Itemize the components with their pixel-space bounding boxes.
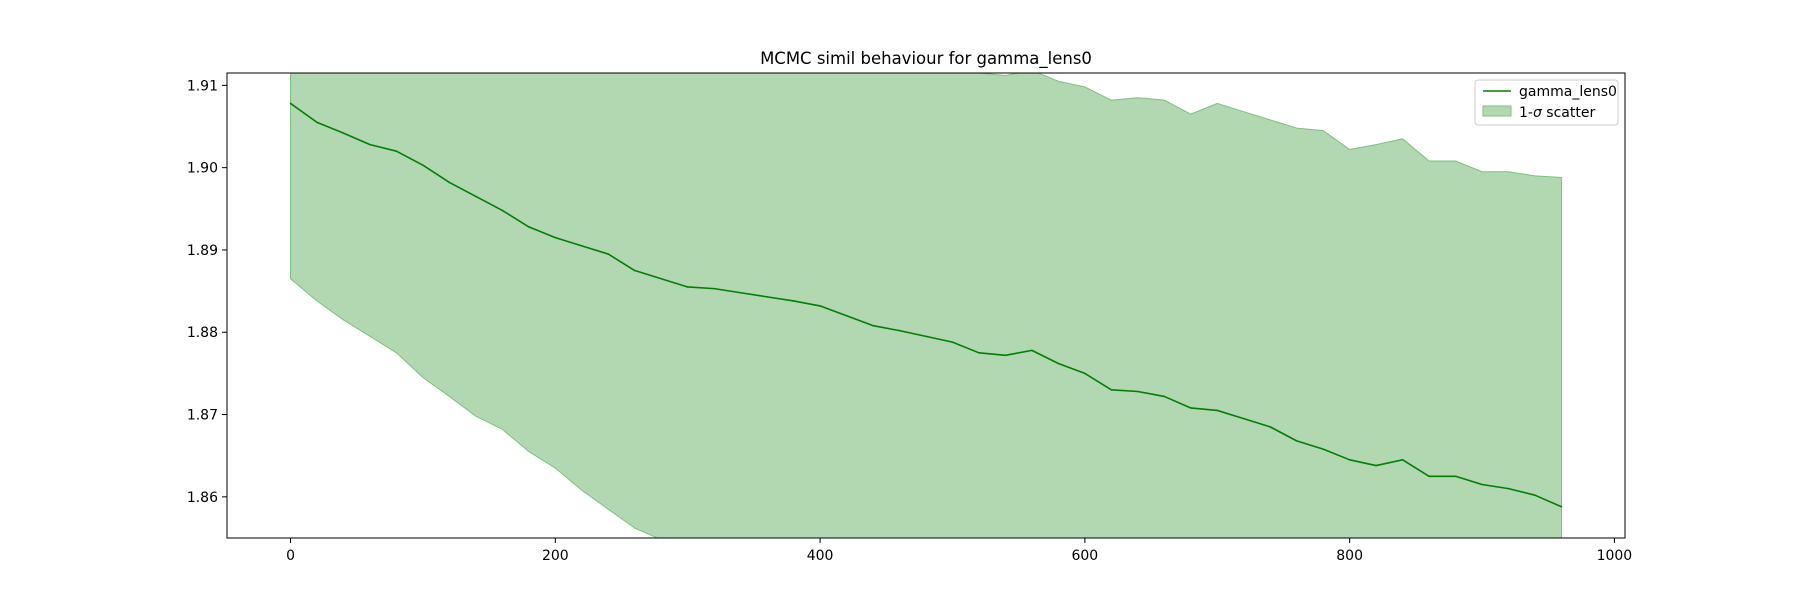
legend-label-prefix: 1-: [1519, 105, 1533, 121]
y-axis: 1.86 1.87 1.88 1.89 1.90 1.91: [187, 78, 227, 506]
data-point: [1084, 372, 1086, 375]
data-point: [1163, 395, 1166, 398]
data-point: [792, 300, 795, 302]
data-point: [1560, 505, 1563, 508]
legend-band-swatch: [1482, 105, 1512, 117]
y-tick-label: 1.87: [187, 408, 218, 424]
data-point: [395, 150, 398, 152]
legend-label-suffix: scatter: [1542, 105, 1596, 121]
plot-frame: [226, 72, 1626, 539]
scatter-band: [290, 73, 1562, 538]
legend-label-gamma-lens0: gamma_lens0: [1519, 84, 1617, 100]
data-point: [1454, 475, 1457, 478]
data-point: [1269, 426, 1271, 428]
data-point: [289, 102, 292, 105]
data-point: [581, 245, 583, 247]
chart-title: MCMC simil behaviour for gamma_lens0: [760, 49, 1092, 69]
data-point: [1507, 487, 1510, 490]
data-point: [369, 143, 371, 146]
data-point: [1031, 349, 1033, 352]
data-point: [1216, 409, 1219, 412]
data-point: [1375, 464, 1377, 467]
chart-legend: gamma_lens0 1-σ scatter: [1474, 79, 1619, 126]
data-point: [872, 324, 874, 327]
x-tick-label: 600: [1071, 548, 1098, 564]
data-point: [1295, 440, 1298, 442]
data-point: [1004, 354, 1007, 357]
data-point: [845, 314, 848, 317]
legend-label-sigma: σ: [1533, 105, 1543, 121]
data-point: [633, 269, 636, 272]
data-point: [713, 287, 715, 290]
data-point: [1137, 390, 1139, 393]
data-point: [422, 164, 424, 166]
data-point: [1322, 448, 1324, 450]
data-point: [819, 305, 821, 307]
data-point: [475, 195, 477, 198]
x-tick-label: 400: [807, 548, 834, 564]
x-tick-label: 1000: [1597, 548, 1633, 564]
data-point: [316, 121, 318, 124]
x-tick-label: 0: [286, 548, 295, 564]
data-point: [1189, 407, 1192, 409]
data-point: [1401, 459, 1404, 461]
data-point: [951, 341, 954, 343]
data-point: [1534, 494, 1536, 497]
data-point: [342, 132, 345, 134]
x-axis: 0 200 400 600 800 1000: [286, 538, 1632, 564]
y-tick-label: 1.91: [187, 78, 218, 94]
data-point: [501, 209, 504, 212]
data-point: [554, 236, 557, 239]
legend-label-scatter: 1-σ scatter: [1519, 105, 1595, 121]
data-point: [1428, 475, 1430, 478]
y-tick-label: 1.86: [187, 490, 218, 506]
data-point: [978, 352, 980, 354]
data-point: [1057, 362, 1060, 365]
data-point: [607, 253, 610, 255]
data-point: [766, 296, 768, 298]
data-point: [925, 335, 927, 338]
y-tick-label: 1.90: [187, 161, 218, 177]
data-point: [1242, 417, 1245, 420]
data-point: [448, 181, 451, 184]
x-tick-label: 800: [1336, 548, 1363, 564]
data-point: [898, 329, 901, 332]
band-layer: [290, 73, 1562, 538]
line-layer: [289, 102, 1563, 508]
data-point: [660, 277, 663, 280]
y-tick-label: 1.89: [187, 243, 218, 259]
data-point: [739, 291, 742, 294]
data-point: [1110, 389, 1113, 391]
y-tick-label: 1.88: [187, 325, 218, 341]
x-tick-label: 200: [542, 548, 569, 564]
data-point: [1348, 459, 1351, 461]
data-point: [528, 226, 530, 228]
data-point: [686, 286, 689, 288]
data-point: [1481, 483, 1483, 486]
